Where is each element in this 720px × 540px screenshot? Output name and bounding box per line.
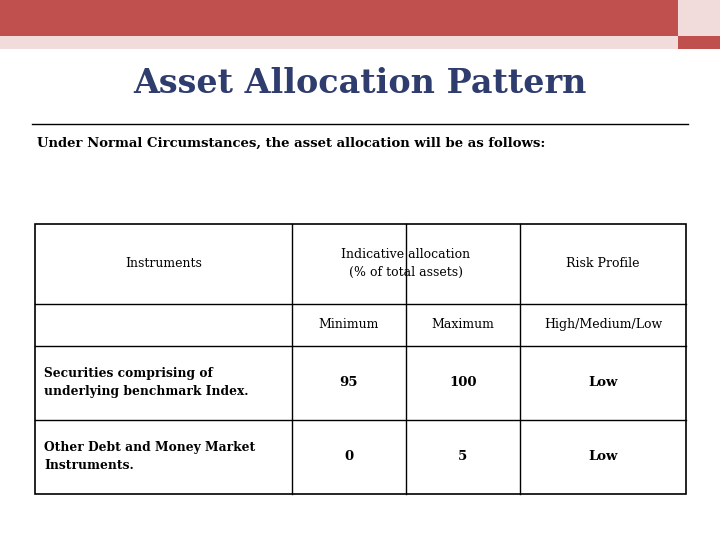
Text: Securities comprising of
underlying benchmark Index.: Securities comprising of underlying benc… [44,367,248,398]
Bar [678,36,720,49]
Text: Under Normal Circumstances, the asset allocation will be as follows:: Under Normal Circumstances, the asset al… [37,137,546,150]
Bar [0,36,678,49]
Text: 0: 0 [344,450,354,463]
Text: Minimum: Minimum [319,318,379,331]
Text: Asset Allocation Pattern: Asset Allocation Pattern [133,67,587,100]
Text: High/Medium/Low: High/Medium/Low [544,318,662,331]
Text: 100: 100 [449,376,477,389]
Bar [678,0,720,36]
Bar [35,224,686,494]
Bar [0,0,678,36]
Text: 5: 5 [459,450,467,463]
Text: Indicative allocation
(% of total assets): Indicative allocation (% of total assets… [341,248,471,279]
Text: Instruments: Instruments [125,258,202,271]
Text: 95: 95 [340,376,359,389]
Text: Maximum: Maximum [431,318,495,331]
Text: Risk Profile: Risk Profile [567,258,640,271]
Text: Low: Low [588,450,618,463]
Text: Other Debt and Money Market
Instruments.: Other Debt and Money Market Instruments. [44,442,255,472]
Text: Low: Low [588,376,618,389]
